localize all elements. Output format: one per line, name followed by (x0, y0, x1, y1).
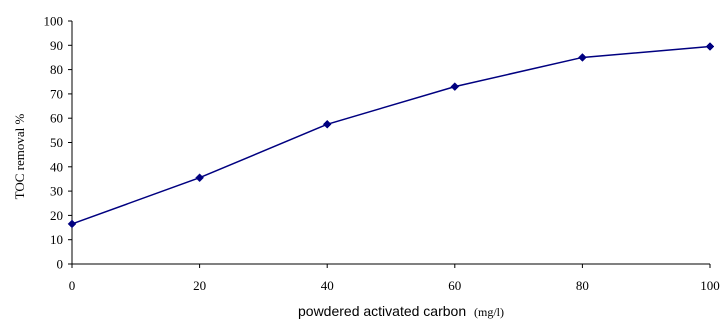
y-tick-label: 70 (50, 86, 63, 101)
data-point-marker (705, 42, 715, 51)
data-point-marker (578, 53, 587, 62)
x-axis-title: powdered activated carbon (mg/l) (298, 303, 504, 319)
y-tick-label: 0 (57, 257, 64, 272)
data-point-marker (195, 173, 204, 183)
tick-labels: 0 10 20 30 40 50 60 70 80 90 100 0 20 40 60 80 100 (44, 14, 720, 294)
data-point-marker (450, 82, 460, 91)
y-tick-label: 40 (50, 159, 63, 174)
x-tick-label: 0 (69, 278, 76, 293)
data-point-marker (322, 119, 332, 129)
y-tick-label: 20 (50, 208, 63, 223)
x-axis-title-unit: (mg/l) (474, 305, 504, 319)
y-axis-title: TOC removal % (12, 113, 27, 199)
y-tick-label: 10 (50, 232, 63, 247)
y-tick-label: 60 (50, 111, 63, 126)
x-tick-label: 100 (700, 278, 720, 293)
x-tick-label: 80 (576, 278, 589, 293)
axis-titles: powdered activated carbon (mg/l) TOC rem… (12, 113, 504, 319)
y-tick-label: 80 (50, 62, 63, 77)
data-point-marker (67, 219, 77, 229)
series (67, 42, 715, 229)
x-tick-label: 40 (321, 278, 334, 293)
axes (68, 20, 711, 268)
series-line (71, 45, 711, 225)
y-tick-label: 90 (50, 38, 63, 53)
y-tick-label: 50 (50, 135, 63, 150)
x-tick-label: 60 (448, 278, 461, 293)
x-axis-title-main: powdered activated carbon (298, 303, 466, 319)
x-tick-label: 20 (193, 278, 206, 293)
y-tick-label: 30 (50, 184, 63, 199)
y-tick-label: 100 (44, 14, 64, 29)
